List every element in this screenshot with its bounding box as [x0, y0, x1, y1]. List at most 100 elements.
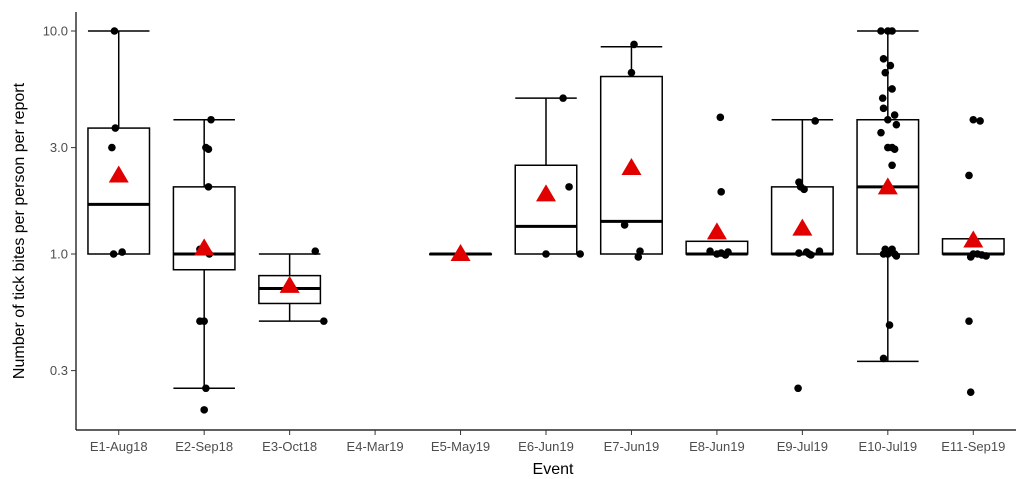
data-point — [108, 143, 116, 152]
data-point — [565, 183, 573, 191]
x-tick-label: E2-Sep18 — [175, 439, 233, 454]
data-point — [885, 321, 894, 329]
data-point — [881, 68, 890, 77]
data-point — [800, 185, 808, 194]
x-tick-label: E10-Jul19 — [859, 439, 918, 454]
box-iqr — [87, 127, 151, 255]
mean-marker — [792, 218, 813, 236]
data-point — [815, 247, 824, 255]
data-point — [111, 124, 120, 132]
mean-marker — [279, 275, 300, 293]
box-group — [941, 115, 1005, 397]
box-group — [514, 94, 584, 258]
x-tick-label: E4-Mar19 — [347, 439, 404, 454]
y-axis-title: Number of tick bites per person per repo… — [11, 82, 28, 379]
mean-marker — [194, 238, 215, 256]
data-point — [320, 317, 328, 325]
data-point — [630, 40, 638, 49]
data-point — [627, 68, 636, 77]
y-tick-label: 1.0 — [50, 247, 68, 262]
box-group — [685, 113, 749, 259]
y-tick-label: 0.3 — [50, 363, 68, 378]
mean-marker — [621, 158, 642, 176]
x-tick-label: E7-Jun19 — [604, 439, 660, 454]
data-point — [542, 250, 550, 258]
x-tick-label: E6-Jun19 — [518, 439, 574, 454]
data-point — [884, 115, 892, 124]
data-point — [794, 384, 802, 393]
data-point — [965, 317, 973, 325]
box-group — [172, 115, 236, 414]
mean-marker — [706, 222, 727, 240]
data-point — [982, 252, 990, 260]
box-group — [599, 40, 663, 261]
mean-marker — [963, 230, 984, 248]
x-tick-label: E11-Sep19 — [941, 439, 1005, 454]
x-tick-label: E8-Jun19 — [689, 439, 745, 454]
data-point — [620, 221, 629, 229]
data-point — [879, 354, 888, 363]
data-point — [888, 161, 896, 170]
box-group — [856, 27, 920, 363]
data-point — [634, 253, 643, 261]
data-point — [969, 115, 978, 124]
data-point — [706, 247, 714, 255]
data-point — [716, 113, 725, 122]
data-point — [109, 250, 118, 258]
y-tick-label: 3.0 — [50, 140, 68, 155]
data-point — [204, 145, 213, 154]
data-point — [724, 248, 732, 256]
data-point — [717, 188, 725, 196]
box-group — [429, 244, 493, 261]
data-point — [118, 248, 126, 256]
mean-marker — [450, 244, 471, 261]
data-point — [559, 94, 567, 102]
data-point — [811, 117, 819, 125]
data-point — [890, 145, 899, 154]
data-point — [976, 117, 984, 125]
data-point — [878, 94, 887, 102]
data-point — [877, 128, 885, 137]
data-point — [966, 388, 975, 397]
data-point — [204, 183, 213, 191]
data-point — [805, 250, 813, 258]
data-point — [311, 247, 320, 255]
data-point — [636, 247, 644, 255]
box-iqr — [514, 164, 578, 255]
mean-marker — [536, 184, 556, 202]
data-point — [200, 406, 208, 414]
data-point — [879, 55, 888, 63]
data-point — [966, 253, 975, 261]
data-point — [879, 250, 888, 258]
data-point — [886, 61, 895, 70]
data-point — [110, 27, 119, 35]
x-tick-label: E3-Oct18 — [262, 439, 317, 454]
plot-area — [87, 27, 1005, 414]
y-tick-label: 10.0 — [43, 24, 68, 39]
box-group — [258, 247, 328, 325]
data-point — [207, 115, 215, 124]
data-point — [202, 384, 210, 393]
data-point — [795, 249, 803, 257]
axes: 0.3 1.0 3.0 10.0 E1-Aug18 E2-Sep18 E3-Oct18 E4-… — [43, 12, 1016, 454]
data-point — [888, 27, 896, 35]
box-iqr — [172, 186, 236, 271]
data-point — [879, 104, 888, 113]
mean-marker — [877, 177, 898, 195]
data-point — [965, 171, 973, 180]
x-axis-title: Event — [533, 461, 574, 478]
data-point — [892, 120, 901, 129]
x-tick-label: E9-Jul19 — [777, 439, 828, 454]
box-group — [770, 117, 834, 393]
data-point — [890, 111, 899, 119]
x-tick-label: E1-Aug18 — [90, 439, 148, 454]
box-group — [87, 27, 151, 258]
data-point — [888, 85, 896, 93]
data-point — [200, 317, 208, 325]
x-tick-label: E5-May19 — [431, 439, 490, 454]
data-point — [877, 27, 885, 35]
data-point — [576, 250, 584, 258]
data-point — [892, 252, 901, 260]
mean-marker — [108, 165, 129, 183]
